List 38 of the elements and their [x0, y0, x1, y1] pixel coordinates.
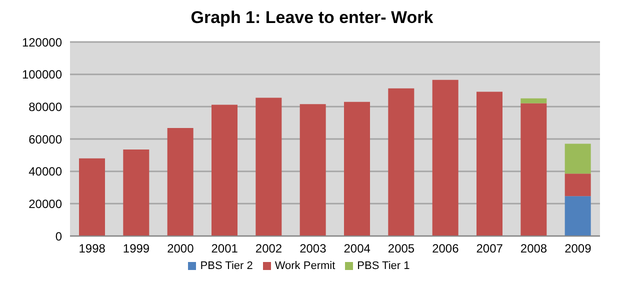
- legend-label: Work Permit: [274, 260, 336, 272]
- x-tick-label: 2008: [520, 242, 548, 256]
- x-tick-label: 2002: [255, 242, 282, 256]
- bar: [123, 150, 150, 236]
- bar: [300, 104, 326, 236]
- legend-label: PBS Tier 2: [200, 260, 253, 272]
- y-tick-label: 80000: [28, 100, 62, 114]
- y-tick-label: 120000: [22, 35, 62, 50]
- bar: [520, 98, 547, 104]
- y-tick-label: 100000: [22, 68, 62, 82]
- x-tick-label: 2001: [211, 242, 238, 256]
- x-tick-label: 1999: [122, 242, 150, 256]
- bar: [344, 102, 370, 236]
- y-tick-label: 20000: [28, 196, 62, 211]
- x-tick-label: 2005: [388, 242, 415, 256]
- y-tick-label: 0: [55, 229, 62, 244]
- bar: [79, 158, 105, 236]
- x-tick-label: 2006: [432, 242, 460, 256]
- x-tick-label: 2003: [300, 242, 327, 256]
- bar: [564, 196, 591, 236]
- bar: [256, 98, 282, 236]
- bar: [520, 103, 547, 236]
- y-tick-label: 60000: [28, 132, 62, 146]
- bar: [564, 144, 591, 174]
- x-tick-label: 2007: [476, 242, 504, 256]
- bar: [432, 80, 458, 236]
- bar: [476, 92, 502, 236]
- bar: [388, 88, 414, 236]
- x-tick-label: 2004: [344, 242, 371, 256]
- bar: [167, 128, 194, 236]
- bar: [564, 174, 591, 196]
- x-tick-label: 1998: [78, 242, 106, 256]
- legend-label: PBS Tier 1: [357, 260, 410, 272]
- chart-title: Graph 1: Leave to enter- Work: [190, 8, 434, 29]
- y-tick-label: 40000: [28, 164, 62, 179]
- x-tick-label: 2009: [564, 242, 592, 256]
- bar: [212, 104, 238, 236]
- x-tick-label: 2000: [167, 242, 194, 256]
